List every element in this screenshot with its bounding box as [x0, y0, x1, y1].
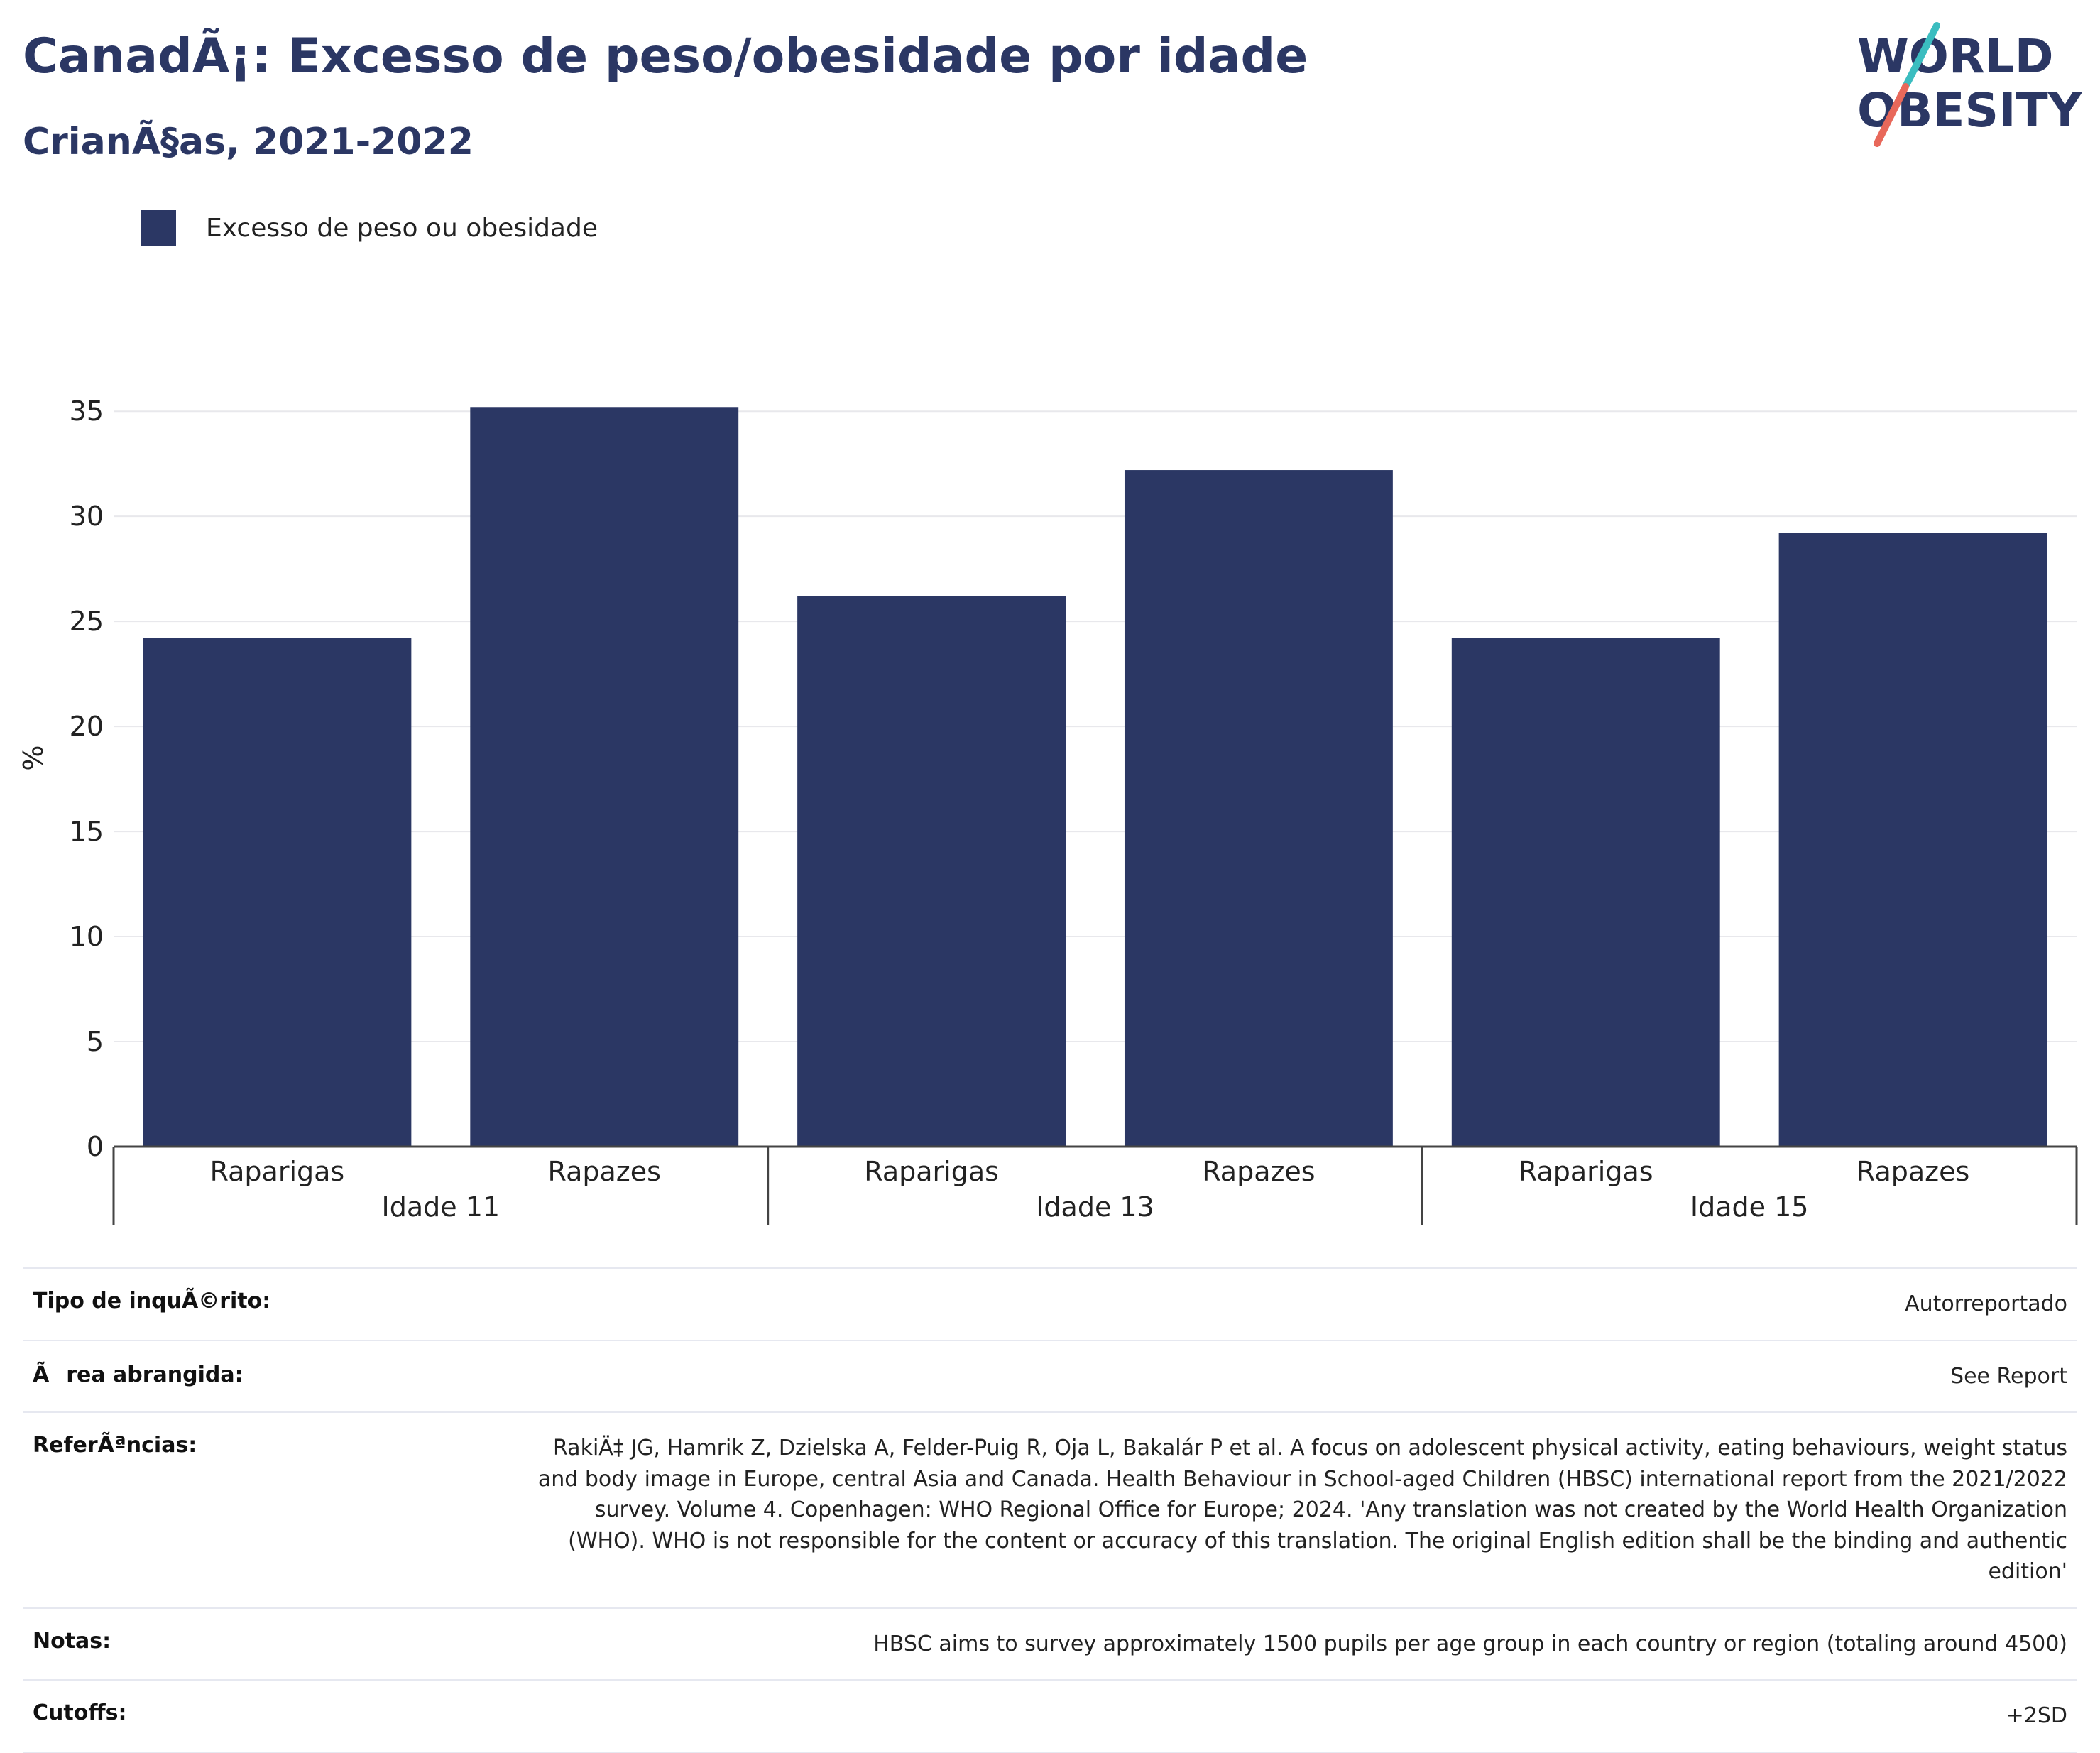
group-label: Idade 11 — [382, 1191, 501, 1223]
bar — [797, 596, 1066, 1147]
metadata-row: ReferÃªncias: RakiÄ‡ JG, Hamrik Z, Dziels… — [23, 1411, 2077, 1607]
legend-swatch — [141, 210, 176, 246]
bar — [470, 407, 739, 1147]
bar — [143, 638, 412, 1147]
group-label: Idade 15 — [1690, 1191, 1809, 1223]
metadata-row: Cutoffs: +2SD — [23, 1679, 2077, 1753]
metadata-value: +2SD — [2006, 1703, 2067, 1728]
chart-legend: Excesso de peso ou obesidade — [141, 210, 598, 246]
metadata-value: RakiÄ‡ JG, Hamrik Z, Dzielska A, Felder-… — [537, 1436, 2067, 1584]
y-tick-label: 30 — [70, 501, 104, 532]
page-title: CanadÃ¡: Excesso de peso/obesidade por i… — [23, 28, 1308, 84]
bar-chart: 0 5 10 15 20 25 30 35% Raparigas Rapazes Raparigas… — [18, 395, 2078, 1225]
x-tick-label: Rapazes — [1202, 1156, 1315, 1187]
y-tick-label: 35 — [70, 395, 104, 427]
y-tick-label: 20 — [70, 711, 104, 742]
metadata-label: Ãrea abrangida: — [33, 1362, 244, 1387]
metadata-label: Notas: — [33, 1628, 111, 1654]
metadata-label: Tipo de inquÃ©rito: — [33, 1289, 271, 1314]
x-tick-label: Rapazes — [548, 1156, 661, 1187]
bar — [1124, 470, 1393, 1147]
page-subtitle: CrianÃ§as, 2021-2022 — [23, 121, 474, 163]
bar — [1778, 533, 2047, 1147]
y-tick-label: 10 — [70, 921, 104, 952]
world-obesity-logo: WORLD OBESITY — [1857, 22, 2083, 147]
y-tick-label: 15 — [70, 816, 104, 847]
y-tick-label: 0 — [87, 1131, 104, 1162]
logo-slash-red — [1874, 83, 1909, 147]
x-tick-label: Rapazes — [1856, 1156, 1969, 1187]
x-tick-label: Raparigas — [210, 1156, 345, 1187]
metadata-table: Tipo de inquÃ©rito: Autorreportado Ãrea a… — [23, 1267, 2077, 1753]
logo-slash-teal — [1903, 22, 1940, 87]
metadata-value: HBSC aims to survey approximately 1500 p… — [873, 1631, 2067, 1656]
metadata-label: ReferÃªncias: — [33, 1433, 197, 1458]
metadata-value: Autorreportado — [1905, 1291, 2067, 1316]
logo-line-1: WORLD — [1857, 29, 2054, 84]
metadata-label: Cutoffs: — [33, 1700, 127, 1725]
legend-label: Excesso de peso ou obesidade — [206, 213, 598, 243]
metadata-row: Ãrea abrangida: See Report — [23, 1339, 2077, 1412]
metadata-value: See Report — [1950, 1363, 2067, 1389]
metadata-row: Notas: HBSC aims to survey approximately … — [23, 1607, 2077, 1680]
metadata-row: Tipo de inquÃ©rito: Autorreportado — [23, 1267, 2077, 1340]
y-tick-label: 25 — [70, 606, 104, 637]
x-tick-label: Raparigas — [1519, 1156, 1653, 1187]
x-tick-label: Raparigas — [864, 1156, 999, 1187]
group-label: Idade 13 — [1036, 1191, 1154, 1223]
bar — [1451, 638, 1720, 1147]
y-tick-label: 5 — [87, 1026, 104, 1057]
y-axis-label: % — [18, 745, 49, 770]
